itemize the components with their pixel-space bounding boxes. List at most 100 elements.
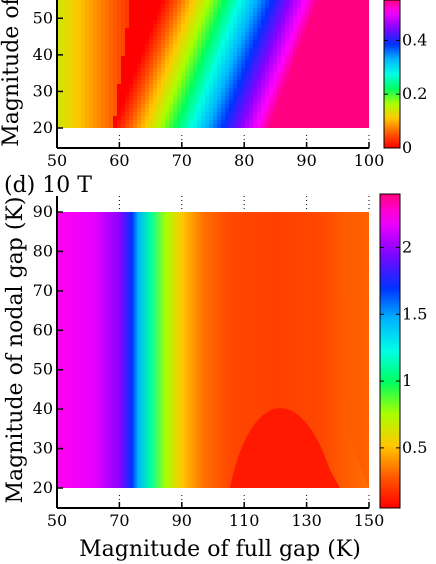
top-heatmap-cell <box>205 72 210 77</box>
top-heatmap-cell <box>301 108 306 113</box>
top-heatmap-cell <box>233 88 238 93</box>
top-heatmap-cell <box>161 112 166 117</box>
top-heatmap-cell <box>241 104 246 109</box>
top-heatmap-cell <box>213 56 218 61</box>
top-heatmap-cell <box>61 4 66 9</box>
top-heatmap-cell <box>317 88 322 93</box>
top-heatmap-cell <box>285 56 290 61</box>
top-heatmap-cell <box>305 80 310 85</box>
top-heatmap-cell <box>345 4 350 9</box>
top-heatmap-cell <box>73 4 78 9</box>
top-heatmap-cell <box>269 100 274 105</box>
top-heatmap-cell <box>225 72 230 77</box>
top-heatmap-cell <box>237 72 242 77</box>
top-heatmap-cell <box>273 64 278 69</box>
top-heatmap-cell <box>101 104 106 109</box>
top-heatmap-cell <box>293 72 298 77</box>
top-heatmap-cell <box>65 28 70 33</box>
top-heatmap-cell <box>357 112 362 117</box>
top-heatmap-cell <box>109 44 114 49</box>
x-tick-label: 80 <box>234 151 254 170</box>
top-heatmap-cell <box>285 92 290 97</box>
top-heatmap-cell <box>277 88 282 93</box>
top-heatmap-cell <box>269 20 274 25</box>
top-heatmap-cell <box>265 108 270 113</box>
top-heatmap-cell <box>85 100 90 105</box>
top-heatmap-cell <box>357 64 362 69</box>
top-heatmap-cell <box>289 20 294 25</box>
top-heatmap-cell <box>253 64 258 69</box>
top-heatmap-cell <box>113 84 118 89</box>
top-heatmap-cell <box>345 104 350 109</box>
top-heatmap-cell <box>113 16 118 21</box>
top-heatmap-cell <box>213 24 218 29</box>
top-heatmap-cell <box>197 92 202 97</box>
top-heatmap-cell <box>277 68 282 73</box>
top-heatmap-cell <box>193 44 198 49</box>
top-heatmap-cell <box>77 68 82 73</box>
top-heatmap-cell <box>265 48 270 53</box>
top-heatmap-cell <box>353 0 358 5</box>
top-heatmap-cell <box>241 88 246 93</box>
top-heatmap-cell <box>193 120 198 125</box>
top-heatmap-cell <box>165 56 170 61</box>
top-heatmap-cell <box>237 120 242 125</box>
top-heatmap-cell <box>361 4 366 9</box>
top-heatmap-cell <box>145 80 150 85</box>
top-heatmap-cell <box>161 104 166 109</box>
top-heatmap-cell <box>145 48 150 53</box>
top-heatmap-cell <box>193 8 198 13</box>
top-heatmap-cell <box>169 108 174 113</box>
top-heatmap-cell <box>217 56 222 61</box>
top-heatmap-cell <box>277 120 282 125</box>
top-heatmap-cell <box>153 100 158 105</box>
top-heatmap-cell <box>325 68 330 73</box>
top-heatmap-cell <box>241 0 246 5</box>
top-heatmap-cell <box>297 64 302 69</box>
top-heatmap-cell <box>57 64 62 69</box>
top-heatmap-cell <box>65 44 70 49</box>
top-heatmap-cell <box>113 112 118 117</box>
top-heatmap-cell <box>317 24 322 29</box>
top-heatmap-cell <box>149 36 154 41</box>
top-heatmap-cell <box>277 112 282 117</box>
y-tick-label: 30 <box>33 439 53 458</box>
top-heatmap-cell <box>253 36 258 41</box>
top-heatmap-cell <box>69 108 74 113</box>
top-heatmap-cell <box>265 112 270 117</box>
top-heatmap-cell <box>181 120 186 125</box>
top-heatmap-cell <box>285 28 290 33</box>
top-heatmap-cell <box>133 76 138 81</box>
top-heatmap-cell <box>85 84 90 89</box>
top-heatmap-cell <box>209 92 214 97</box>
top-heatmap-cell <box>93 108 98 113</box>
top-heatmap-cell <box>261 24 266 29</box>
top-heatmap-cell <box>329 24 334 29</box>
top-heatmap-cell <box>109 92 114 97</box>
top-heatmap-cell <box>137 40 142 45</box>
top-heatmap-cell <box>125 8 130 13</box>
top-heatmap-cell <box>181 8 186 13</box>
top-heatmap-cell <box>173 100 178 105</box>
top-heatmap-cell <box>257 104 262 109</box>
top-heatmap-cell <box>101 92 106 97</box>
top-heatmap-cell <box>197 0 202 5</box>
top-heatmap-cell <box>317 80 322 85</box>
top-heatmap-cell <box>365 32 369 37</box>
top-heatmap-cell <box>353 100 358 105</box>
top-heatmap-cell <box>57 44 62 49</box>
top-heatmap-cell <box>237 84 242 89</box>
top-heatmap-cell <box>125 120 130 125</box>
top-heatmap-cell <box>77 52 82 57</box>
top-heatmap-cell <box>285 80 290 85</box>
top-heatmap-cell <box>157 68 162 73</box>
top-heatmap-cell <box>161 16 166 21</box>
top-heatmap-cell <box>317 32 322 37</box>
top-heatmap-cell <box>193 104 198 109</box>
top-heatmap-cell <box>65 108 70 113</box>
top-heatmap-cell <box>309 76 314 81</box>
top-heatmap-cell <box>81 4 86 9</box>
top-heatmap-cell <box>313 80 318 85</box>
top-heatmap-cell <box>285 112 290 117</box>
top-heatmap-cell <box>365 76 369 81</box>
